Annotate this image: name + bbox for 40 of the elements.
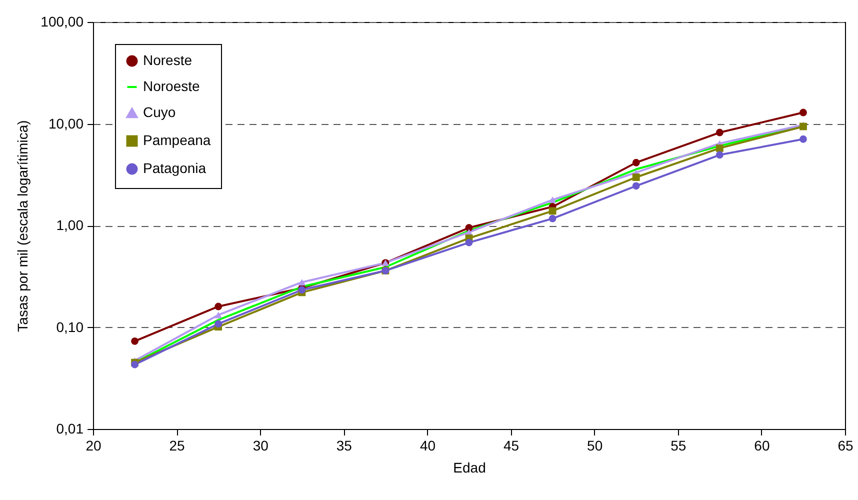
y-tick-label: 100,00 — [40, 14, 84, 30]
legend-label: Cuyo — [143, 104, 176, 120]
x-tick-label: 20 — [86, 438, 102, 454]
y-tick-label: 1,00 — [56, 217, 84, 233]
point — [716, 128, 724, 136]
x-tick-label: 25 — [169, 438, 186, 454]
point — [800, 108, 807, 116]
point — [632, 174, 640, 181]
x-tick-label: 30 — [252, 438, 269, 454]
point — [548, 207, 556, 215]
legend-label: Noroeste — [143, 78, 200, 94]
point — [548, 196, 556, 203]
point — [214, 320, 222, 328]
legend-label: Pampeana — [143, 132, 211, 148]
x-tick-label: 45 — [503, 438, 520, 454]
point — [716, 151, 724, 159]
x-tick-label: 55 — [670, 438, 686, 454]
point — [548, 214, 556, 222]
x-tick-label: 65 — [838, 438, 854, 454]
point — [465, 224, 473, 232]
point — [632, 182, 640, 190]
x-tick-label: 40 — [420, 438, 436, 454]
y-tick-label: 10,00 — [48, 115, 84, 132]
x-tick-label: 35 — [336, 438, 352, 454]
y-tick-label: 0,01 — [56, 420, 84, 436]
point — [716, 144, 724, 152]
x-axis-title: Edad — [453, 460, 486, 476]
legend-label: Noreste — [143, 52, 192, 68]
point — [131, 337, 138, 345]
legend-label: Patagonia — [143, 160, 206, 176]
point — [298, 279, 306, 286]
x-tick-label: 60 — [754, 438, 770, 454]
point — [214, 312, 222, 318]
point — [632, 158, 640, 166]
x-tick-label: 50 — [587, 438, 603, 454]
point — [465, 238, 473, 246]
point — [800, 135, 807, 143]
y-axis-title: Tasas por mil (escala logarítimica) — [14, 120, 31, 332]
y-tick-label: 0,10 — [56, 318, 84, 335]
point — [214, 302, 222, 310]
